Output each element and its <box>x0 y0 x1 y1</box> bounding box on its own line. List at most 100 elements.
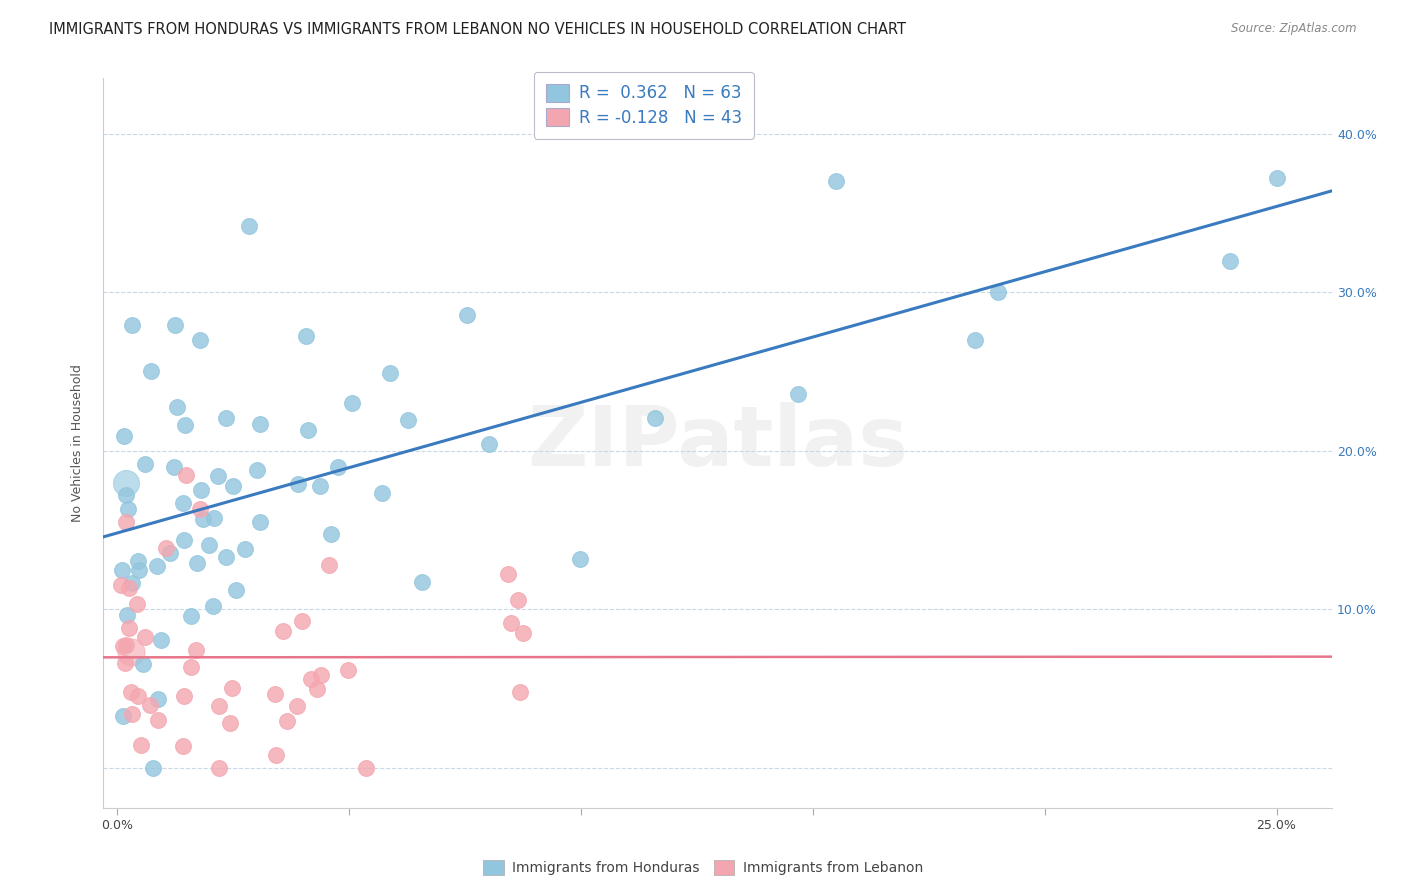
Point <box>249 417 271 431</box>
Point <box>173 533 195 547</box>
Point <box>117 502 139 516</box>
Point <box>132 657 155 672</box>
Point <box>340 396 363 410</box>
Point <box>295 328 318 343</box>
Point <box>264 687 287 701</box>
Point <box>180 659 202 673</box>
Point <box>163 460 186 475</box>
Point <box>118 581 141 595</box>
Point <box>219 716 242 731</box>
Point <box>172 739 194 753</box>
Point <box>129 738 152 752</box>
Point <box>121 318 143 332</box>
Point <box>118 622 141 636</box>
Point <box>506 593 529 607</box>
Point <box>120 645 142 659</box>
Point <box>134 457 156 471</box>
Point <box>787 386 810 401</box>
Point <box>291 614 314 628</box>
Point <box>246 463 269 477</box>
Point <box>125 597 148 611</box>
Point <box>155 541 177 555</box>
Point <box>148 713 170 727</box>
Point <box>309 667 332 681</box>
Point <box>188 502 211 516</box>
Point <box>197 538 219 552</box>
Point <box>318 558 340 572</box>
Point <box>148 692 170 706</box>
Point <box>127 690 149 704</box>
Point <box>456 308 478 322</box>
Point <box>139 364 162 378</box>
Point <box>512 625 534 640</box>
Point <box>149 633 172 648</box>
Point <box>120 685 142 699</box>
Point <box>305 681 328 696</box>
Text: ZIPatlas: ZIPatlas <box>527 402 908 483</box>
Legend: Immigrants from Honduras, Immigrants from Lebanon: Immigrants from Honduras, Immigrants fro… <box>478 855 928 880</box>
Point <box>112 429 135 443</box>
Point <box>299 672 322 686</box>
Point <box>221 681 243 695</box>
Point <box>215 411 238 425</box>
Point <box>1265 170 1288 185</box>
Point <box>121 706 143 721</box>
Point <box>172 496 194 510</box>
Point <box>146 559 169 574</box>
Point <box>287 477 309 491</box>
Legend: R =  0.362   N = 63, R = -0.128   N = 43: R = 0.362 N = 63, R = -0.128 N = 43 <box>534 72 754 138</box>
Point <box>238 219 260 234</box>
Point <box>111 640 134 654</box>
Point <box>380 366 402 380</box>
Point <box>128 563 150 577</box>
Point <box>271 624 294 638</box>
Point <box>115 475 138 490</box>
Point <box>139 698 162 712</box>
Point <box>142 761 165 775</box>
Point <box>117 607 139 622</box>
Point <box>478 437 501 451</box>
Point <box>326 460 349 475</box>
Point <box>115 515 138 529</box>
Point <box>186 556 208 570</box>
Point <box>249 515 271 529</box>
Point <box>309 478 332 492</box>
Point <box>193 512 215 526</box>
Point <box>371 486 394 500</box>
Point <box>825 174 848 188</box>
Point <box>354 761 377 775</box>
Point <box>111 709 134 723</box>
Point <box>319 527 342 541</box>
Point <box>115 638 138 652</box>
Point <box>1219 253 1241 268</box>
Point <box>287 699 309 714</box>
Point <box>208 699 231 714</box>
Point <box>337 663 360 677</box>
Point <box>163 318 186 333</box>
Point <box>276 714 298 728</box>
Point <box>127 554 149 568</box>
Point <box>173 418 195 433</box>
Point <box>411 574 433 589</box>
Point <box>215 549 238 564</box>
Point <box>208 761 231 775</box>
Y-axis label: No Vehicles in Household: No Vehicles in Household <box>72 364 84 522</box>
Text: IMMIGRANTS FROM HONDURAS VS IMMIGRANTS FROM LEBANON NO VEHICLES IN HOUSEHOLD COR: IMMIGRANTS FROM HONDURAS VS IMMIGRANTS F… <box>49 22 907 37</box>
Point <box>501 616 523 631</box>
Point <box>180 609 202 624</box>
Point <box>111 564 134 578</box>
Point <box>201 599 224 614</box>
Point <box>644 410 666 425</box>
Point <box>114 488 136 502</box>
Point <box>987 285 1010 300</box>
Point <box>190 483 212 497</box>
Point <box>396 413 419 427</box>
Point <box>166 400 188 414</box>
Point <box>159 546 181 560</box>
Point <box>963 333 986 347</box>
Point <box>110 577 132 591</box>
Point <box>297 423 319 437</box>
Point <box>509 685 531 699</box>
Point <box>114 657 136 671</box>
Point <box>121 575 143 590</box>
